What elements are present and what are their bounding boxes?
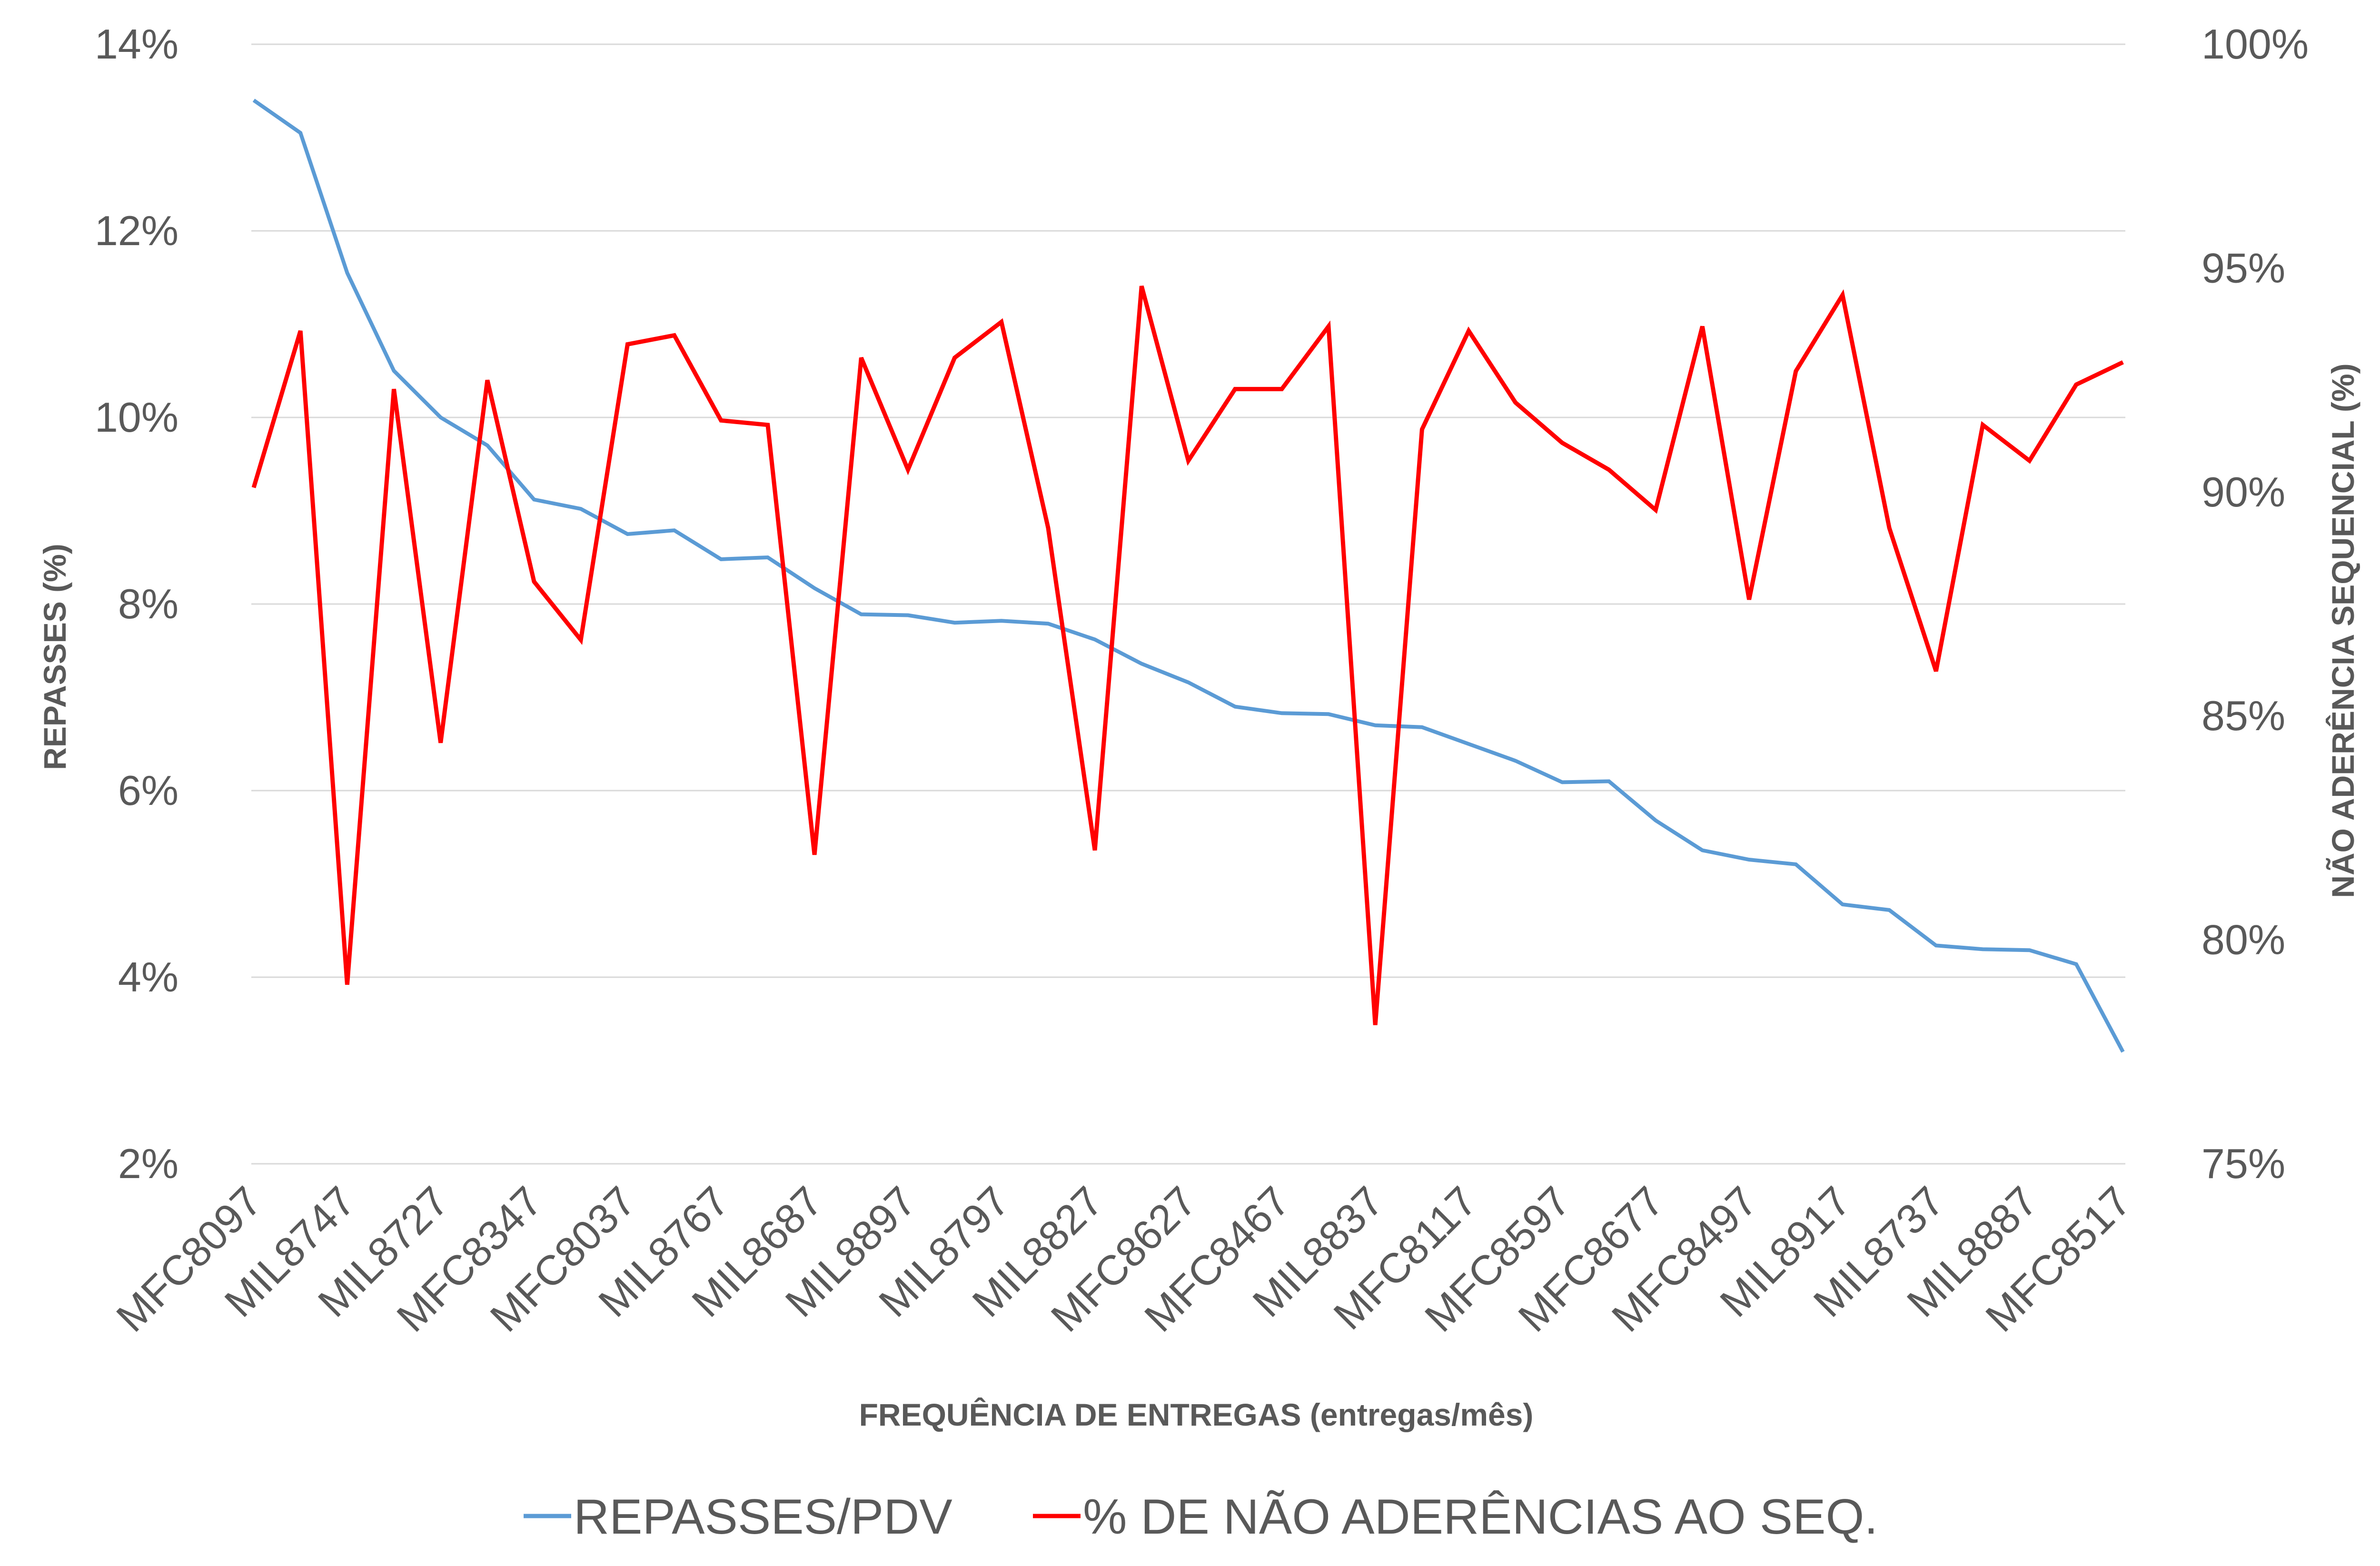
x-axis-ticks: MFC8097MIL8747MIL8727MFC8347MFC8037MIL87… bbox=[107, 1177, 2140, 1340]
series-line-nao-aderencia bbox=[251, 285, 2124, 1025]
legend: REPASSES/PDV % DE NÃO ADERÊNCIAS AO SEQ. bbox=[524, 1489, 1878, 1545]
left-tick-label: 6% bbox=[118, 767, 178, 814]
left-tick-label: 10% bbox=[95, 394, 178, 441]
legend-label-nao-aderencia: % DE NÃO ADERÊNCIAS AO SEQ. bbox=[1083, 1489, 1878, 1545]
right-tick-label: 100% bbox=[2202, 20, 2309, 68]
right-axis-ticks: 75% 80% 85% 90% 95% 100% bbox=[2202, 20, 2309, 1187]
x-axis-title: FREQUÊNCIA DE ENTREGAS (entregas/mês) bbox=[859, 1397, 1534, 1432]
left-tick-label: 4% bbox=[118, 953, 178, 1001]
gridlines bbox=[251, 43, 2125, 978]
right-tick-label: 80% bbox=[2202, 916, 2285, 963]
left-tick-label: 14% bbox=[95, 20, 178, 68]
right-axis-title: NÃO ADERÊNCIA SEQUENCIAL (%) bbox=[2325, 363, 2360, 898]
right-tick-label: 90% bbox=[2202, 468, 2285, 515]
left-axis-title: REPASSES (%) bbox=[37, 544, 72, 770]
series-layer bbox=[251, 99, 2125, 1053]
legend-label-repasses: REPASSES/PDV bbox=[574, 1489, 952, 1545]
left-axis-ticks: 2% 4% 6% 8% 10% 12% 14% bbox=[95, 20, 178, 1187]
left-tick-label: 8% bbox=[118, 580, 178, 627]
left-tick-label: 2% bbox=[118, 1140, 178, 1187]
right-tick-label: 75% bbox=[2202, 1140, 2285, 1187]
left-tick-label: 12% bbox=[95, 207, 178, 254]
right-tick-label: 85% bbox=[2202, 692, 2285, 739]
right-tick-label: 95% bbox=[2202, 244, 2285, 291]
series-line-repasses bbox=[252, 99, 2125, 1053]
